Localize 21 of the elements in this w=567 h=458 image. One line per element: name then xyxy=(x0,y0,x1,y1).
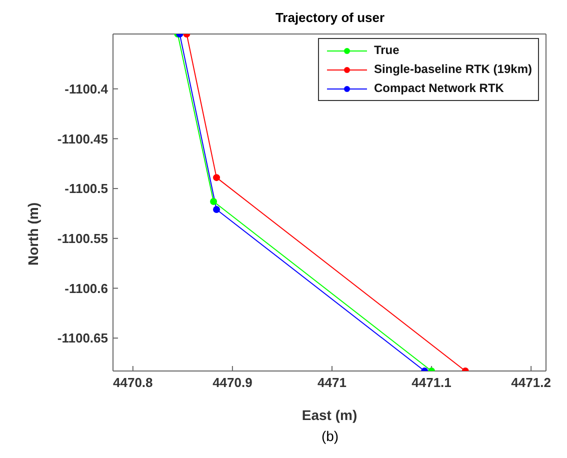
y-axis-title: North (m) xyxy=(24,202,41,266)
text: (b) xyxy=(320,428,340,444)
y-tick-label: -1100.55 xyxy=(57,231,108,246)
y-tick-label: -1100.65 xyxy=(57,330,108,346)
x-tick-label: 4471 xyxy=(318,375,346,390)
x-tick-label: 4471.1 xyxy=(412,375,452,390)
y-tick-label: -1100.45 xyxy=(57,131,108,146)
x-tick-label: 4471.2 xyxy=(511,375,551,390)
x-tick-label: 4470.8 xyxy=(113,375,153,390)
x-axis-title: East (m) xyxy=(302,407,358,423)
point xyxy=(210,198,218,206)
y-tick-label: -1100.6 xyxy=(64,280,108,296)
y-tick-label: -1100.4 xyxy=(64,81,109,96)
legend-label: Compact Network RTK xyxy=(374,80,504,97)
chart-title: Trajectory of user xyxy=(274,10,386,25)
point xyxy=(213,206,220,213)
point xyxy=(213,174,220,182)
legend-label: True xyxy=(374,42,400,59)
y-tick-label: -1100.5 xyxy=(64,181,108,196)
legend-label: Single-baseline RTK (19km) xyxy=(374,61,532,78)
x-tick-label: 4470.9 xyxy=(212,375,252,390)
